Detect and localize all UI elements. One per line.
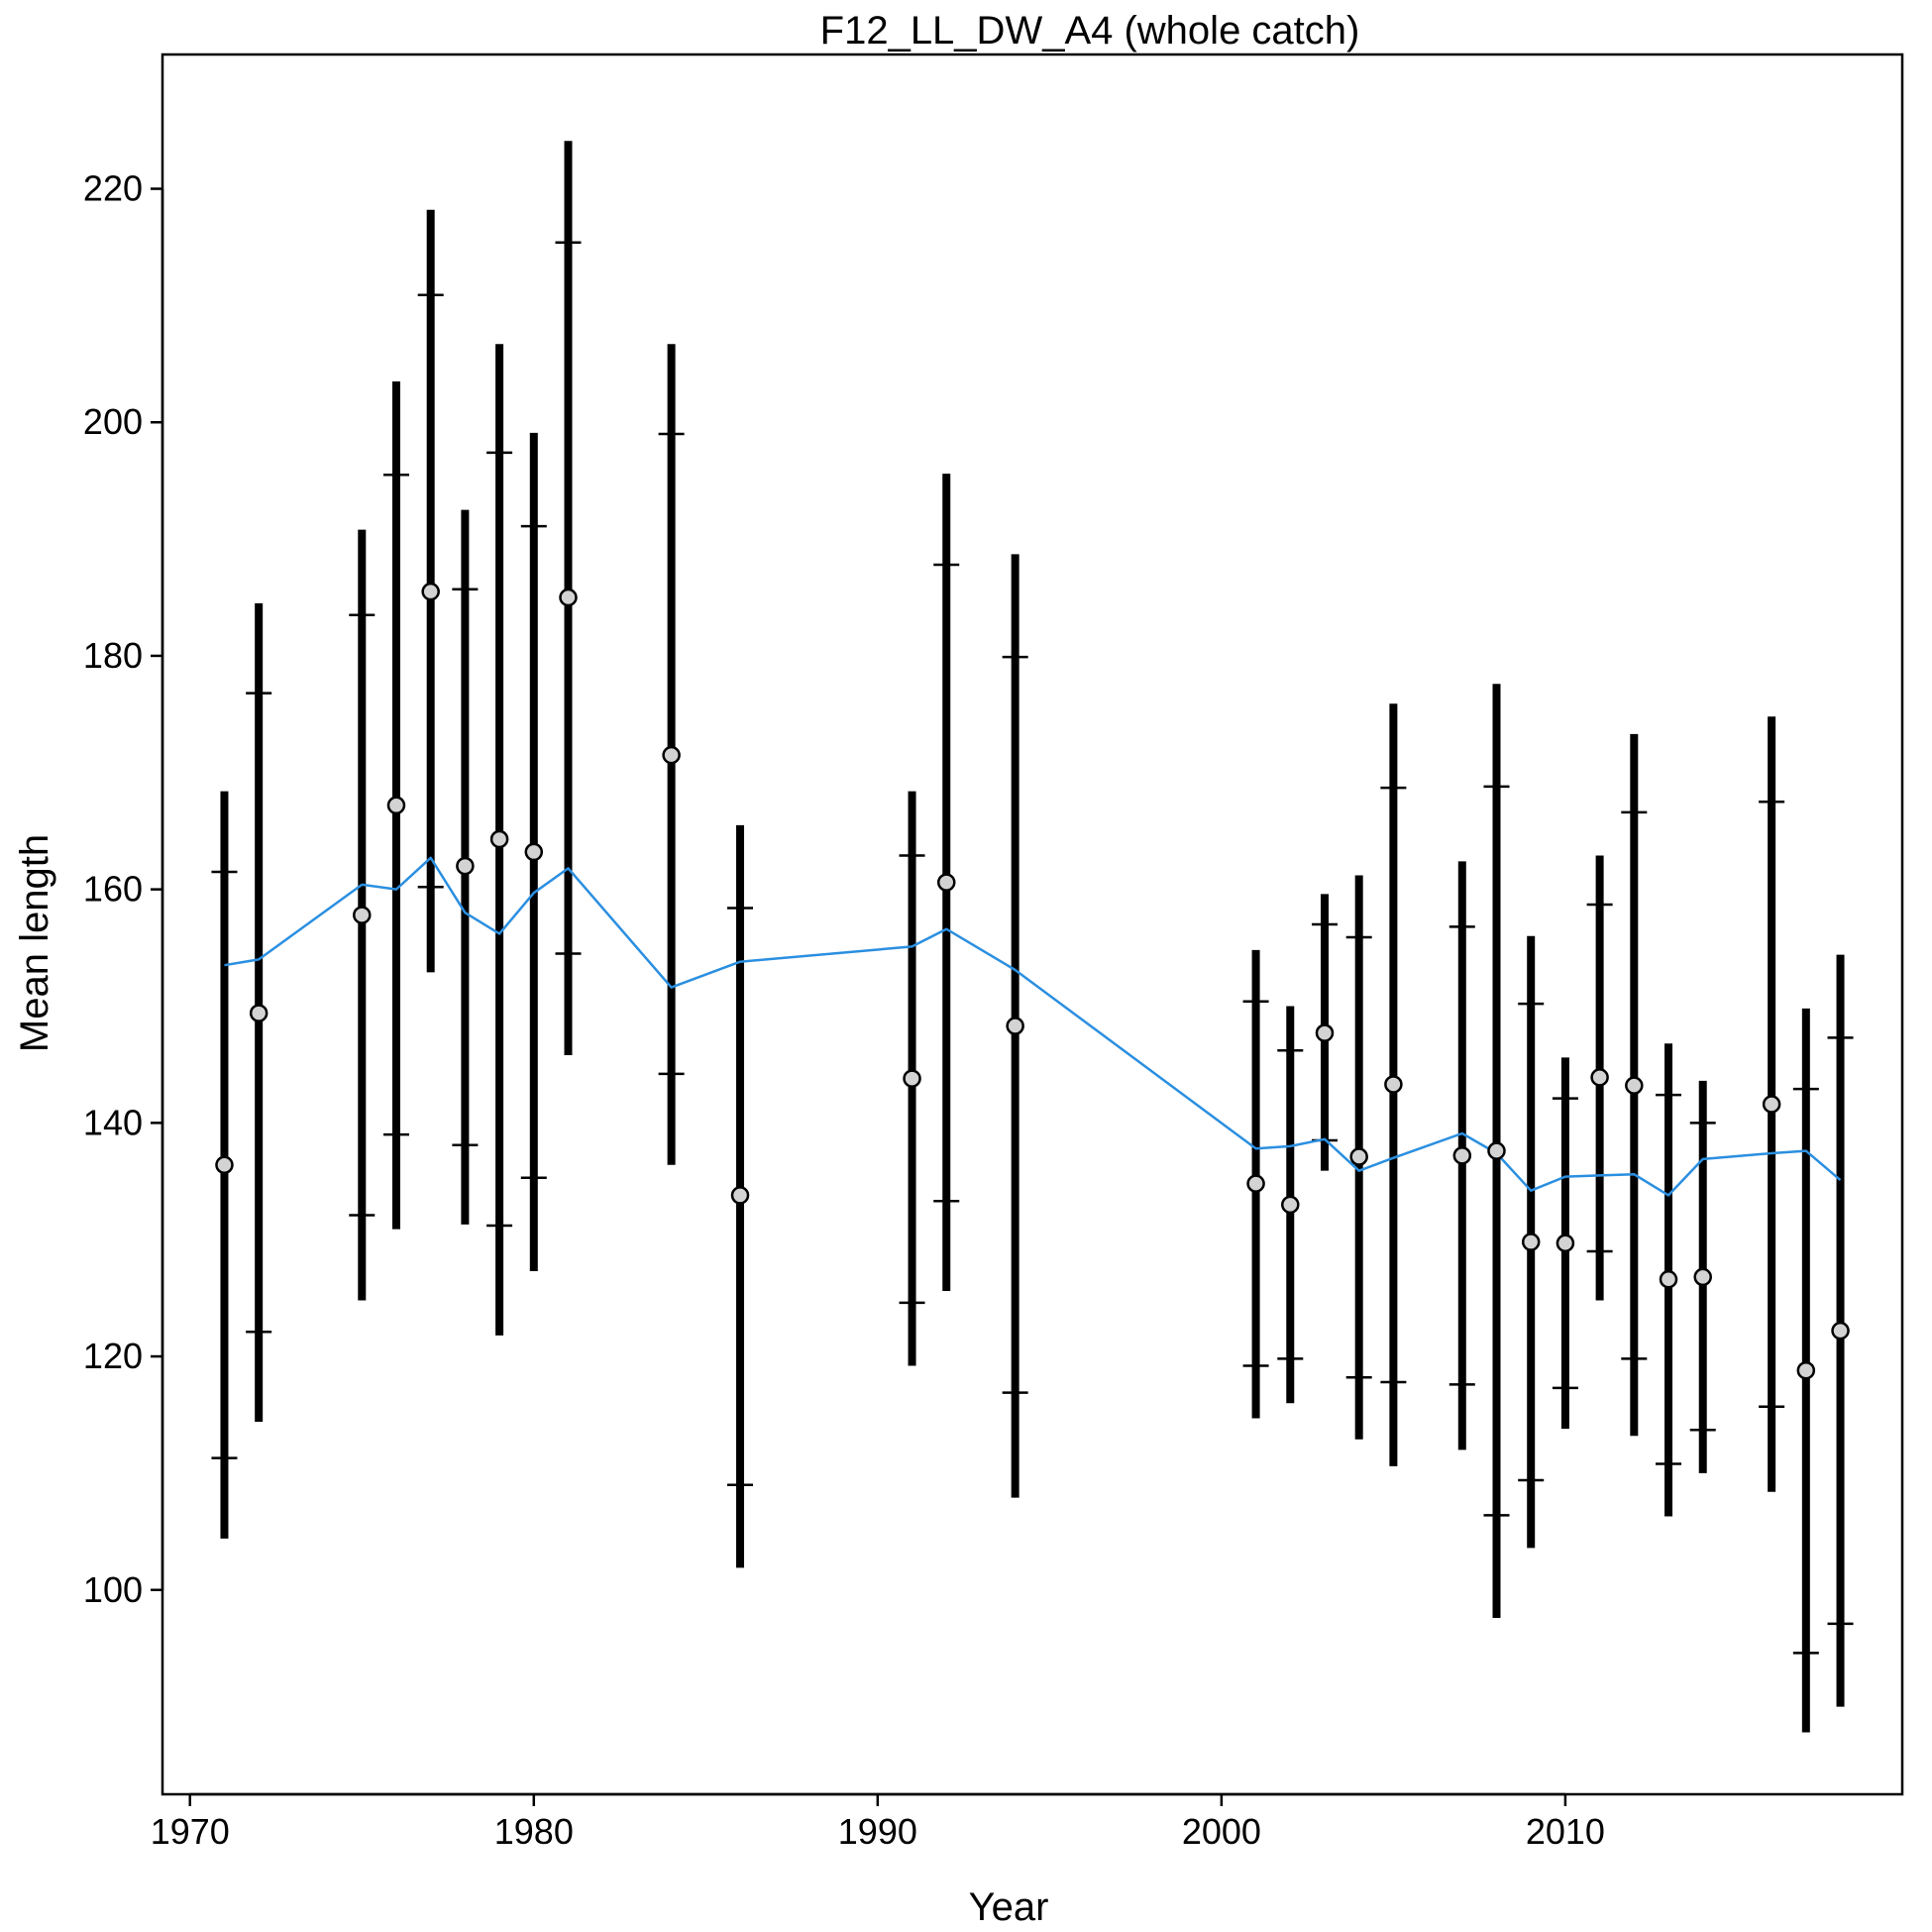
y-tick-label: 180 bbox=[83, 635, 143, 676]
observed-point bbox=[730, 1186, 750, 1205]
y-tick-label: 160 bbox=[83, 869, 143, 910]
observed-points bbox=[215, 582, 1850, 1380]
observed-point bbox=[1487, 1141, 1506, 1160]
error-bars bbox=[211, 141, 1854, 1733]
x-axis: 1970 1980 1990 2000 2010 bbox=[151, 1792, 1605, 1852]
observed-point bbox=[662, 745, 681, 765]
observed-point bbox=[1796, 1360, 1816, 1380]
observed-point bbox=[353, 906, 372, 924]
x-tick-label: 2000 bbox=[1182, 1811, 1261, 1852]
observed-point bbox=[1006, 1017, 1024, 1035]
y-axis: 100 120 140 160 180 200 220 bbox=[83, 168, 164, 1610]
plot-frame bbox=[161, 53, 1904, 1796]
observed-point bbox=[1556, 1234, 1575, 1252]
y-tick-label: 120 bbox=[83, 1336, 143, 1376]
chart-title: F12_LL_DW_A4 (whole catch) bbox=[820, 9, 1360, 53]
observed-point bbox=[1831, 1321, 1850, 1341]
observed-point bbox=[1315, 1023, 1335, 1042]
observed-point bbox=[559, 588, 578, 607]
y-tick-label: 100 bbox=[83, 1569, 143, 1610]
observed-point bbox=[1246, 1174, 1265, 1193]
observed-point bbox=[456, 856, 475, 876]
x-tick-label: 1980 bbox=[494, 1811, 574, 1852]
y-tick-label: 220 bbox=[83, 168, 143, 209]
observed-point bbox=[903, 1069, 921, 1088]
observed-point bbox=[1762, 1095, 1781, 1114]
observed-point bbox=[1281, 1195, 1300, 1215]
observed-point bbox=[1659, 1270, 1678, 1289]
observed-point bbox=[421, 582, 440, 601]
expected-line bbox=[224, 856, 1842, 1197]
observed-point bbox=[1693, 1267, 1712, 1287]
observed-point bbox=[1452, 1146, 1472, 1165]
y-axis-label: Mean length bbox=[13, 834, 56, 1052]
observed-point bbox=[386, 796, 406, 815]
x-tick-label: 1990 bbox=[838, 1811, 917, 1852]
observed-point bbox=[215, 1155, 234, 1175]
observed-point bbox=[1521, 1233, 1541, 1251]
y-tick-label: 200 bbox=[83, 401, 143, 442]
x-tick-label: 1970 bbox=[151, 1811, 230, 1852]
observed-point bbox=[524, 842, 544, 862]
observed-point bbox=[1349, 1147, 1368, 1166]
observed-point bbox=[936, 873, 956, 892]
observed-point bbox=[1384, 1075, 1403, 1094]
y-tick-label: 140 bbox=[83, 1102, 143, 1142]
observed-point bbox=[1590, 1068, 1609, 1087]
observed-point bbox=[489, 829, 509, 849]
observed-point bbox=[1625, 1076, 1644, 1095]
x-axis-label: Year bbox=[969, 1885, 1049, 1929]
x-tick-label: 2010 bbox=[1526, 1811, 1605, 1852]
observed-point bbox=[249, 1004, 268, 1022]
